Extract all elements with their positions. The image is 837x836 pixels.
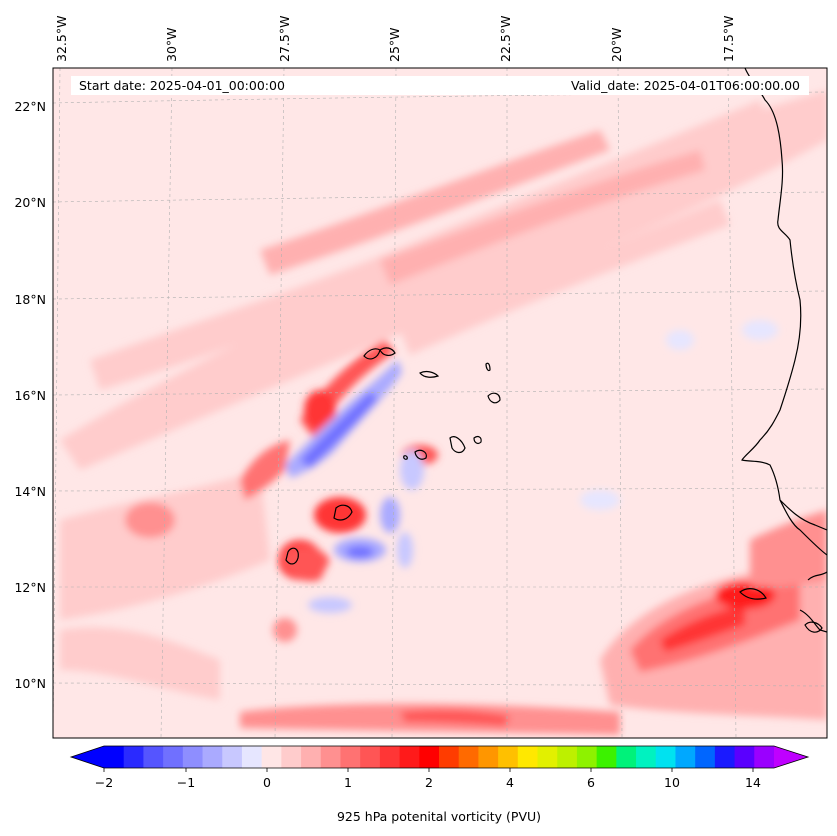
colorbar-tick-label: 6 — [587, 775, 595, 790]
colorbar-cell — [163, 746, 184, 768]
island-sal — [485, 362, 491, 372]
lon-label: 25°W — [387, 27, 402, 62]
colorbar-title: 925 hPa potenital vorticity (PVU) — [337, 809, 541, 824]
colorbar-cell — [360, 746, 381, 768]
colorbar-under-arrow — [71, 746, 104, 768]
colorbar-cell — [616, 746, 637, 768]
colorbar-cell — [104, 746, 125, 768]
colorbar-cell — [182, 746, 204, 768]
colorbar-cell — [399, 746, 420, 768]
graticule — [53, 68, 827, 738]
island-boa-vista — [487, 392, 501, 404]
header-box — [71, 76, 809, 95]
colorbar-cell — [123, 746, 145, 768]
island-sao-nicolau — [419, 370, 440, 378]
colorbar: −2 −1 0 1 2 4 6 10 14 925 hPa potenital vorticit… — [69, 745, 810, 824]
colorbar-cell — [202, 746, 223, 768]
longitude-labels: 32.5°W 30°W 27.5°W 25°W 22.5°W 20°W 17.5… — [54, 16, 736, 62]
colorbar-cell — [340, 746, 361, 768]
lon-label: 22.5°W — [498, 16, 513, 62]
colorbar-cells — [104, 746, 775, 768]
lat-label: 14°N — [14, 484, 46, 499]
colorbar-cell — [143, 746, 164, 768]
colorbar-tick-label: 10 — [664, 775, 680, 790]
colorbar-cell — [517, 746, 539, 768]
colorbar-cell — [222, 746, 243, 768]
lat-label: 18°N — [14, 292, 46, 307]
island-maio — [473, 436, 482, 444]
colorbar-cell — [596, 746, 617, 768]
colorbar-tick-label: 2 — [425, 775, 433, 790]
colorbar-cell — [557, 746, 578, 768]
colorbar-cell — [478, 746, 499, 768]
colorbar-cell — [714, 746, 736, 768]
colorbar-cell — [498, 746, 519, 768]
lon-label: 27.5°W — [277, 16, 292, 62]
senegal-coast — [779, 499, 827, 531]
colorbar-cell — [576, 746, 598, 768]
lat-label: 12°N — [14, 580, 46, 595]
valid-date-label: Valid_date: 2025-04-01T06:00:00.00 — [571, 78, 800, 93]
colorbar-ticks: −2 −1 0 1 2 4 6 10 14 — [95, 768, 761, 790]
contour-4 — [807, 571, 827, 581]
colorbar-cell — [320, 746, 342, 768]
colorbar-cell — [636, 746, 657, 768]
lat-label: 20°N — [14, 195, 46, 210]
colorbar-cell — [301, 746, 322, 768]
colorbar-cell — [695, 746, 716, 768]
island-santiago — [449, 436, 466, 454]
colorbar-tick-label: 4 — [506, 775, 514, 790]
island-brava — [403, 455, 408, 460]
contour-3 — [739, 588, 767, 600]
colorbar-cell — [655, 746, 677, 768]
lon-label: 32.5°W — [54, 16, 69, 62]
contour-5 — [804, 621, 823, 633]
colorbar-cell — [458, 746, 480, 768]
lon-label: 17.5°W — [721, 16, 736, 62]
lon-label: 20°W — [609, 27, 624, 62]
colorbar-cell — [379, 746, 401, 768]
latitude-labels: 22°N 20°N 18°N 16°N 14°N 12°N 10°N — [14, 99, 46, 691]
lat-label: 22°N — [14, 99, 46, 114]
colorbar-cell — [754, 746, 775, 768]
island-sao-vicente — [379, 347, 396, 356]
map-frame — [52, 67, 828, 739]
colorbar-cell — [261, 746, 282, 768]
colorbar-tick-label: 14 — [745, 775, 761, 790]
colorbar-cell — [675, 746, 696, 768]
colorbar-cell — [439, 746, 460, 768]
colorbar-tick-label: −1 — [177, 775, 195, 790]
africa-coast — [741, 68, 827, 556]
colorbar-frame — [69, 745, 810, 769]
colorbar-cell — [537, 746, 558, 768]
lon-label: 30°W — [164, 27, 179, 62]
colorbar-over-arrow — [774, 746, 808, 768]
colorbar-cell — [419, 746, 440, 768]
cape-verde-islands — [285, 347, 827, 633]
lat-label: 16°N — [14, 388, 46, 403]
colorbar-tick-label: 0 — [263, 775, 271, 790]
map-panel — [53, 68, 827, 738]
pv-field — [60, 90, 827, 735]
lat-label: 10°N — [14, 676, 46, 691]
contour-2 — [285, 547, 299, 565]
start-date-label: Start date: 2025-04-01_00:00:00 — [79, 78, 285, 93]
colorbar-tick-label: −2 — [95, 775, 113, 790]
island-fogo — [414, 449, 427, 460]
colorbar-cell — [241, 746, 263, 768]
colorbar-tick-label: 1 — [344, 775, 352, 790]
contour-1 — [333, 504, 353, 521]
colorbar-cell — [281, 746, 302, 768]
colorbar-cell — [734, 746, 755, 768]
